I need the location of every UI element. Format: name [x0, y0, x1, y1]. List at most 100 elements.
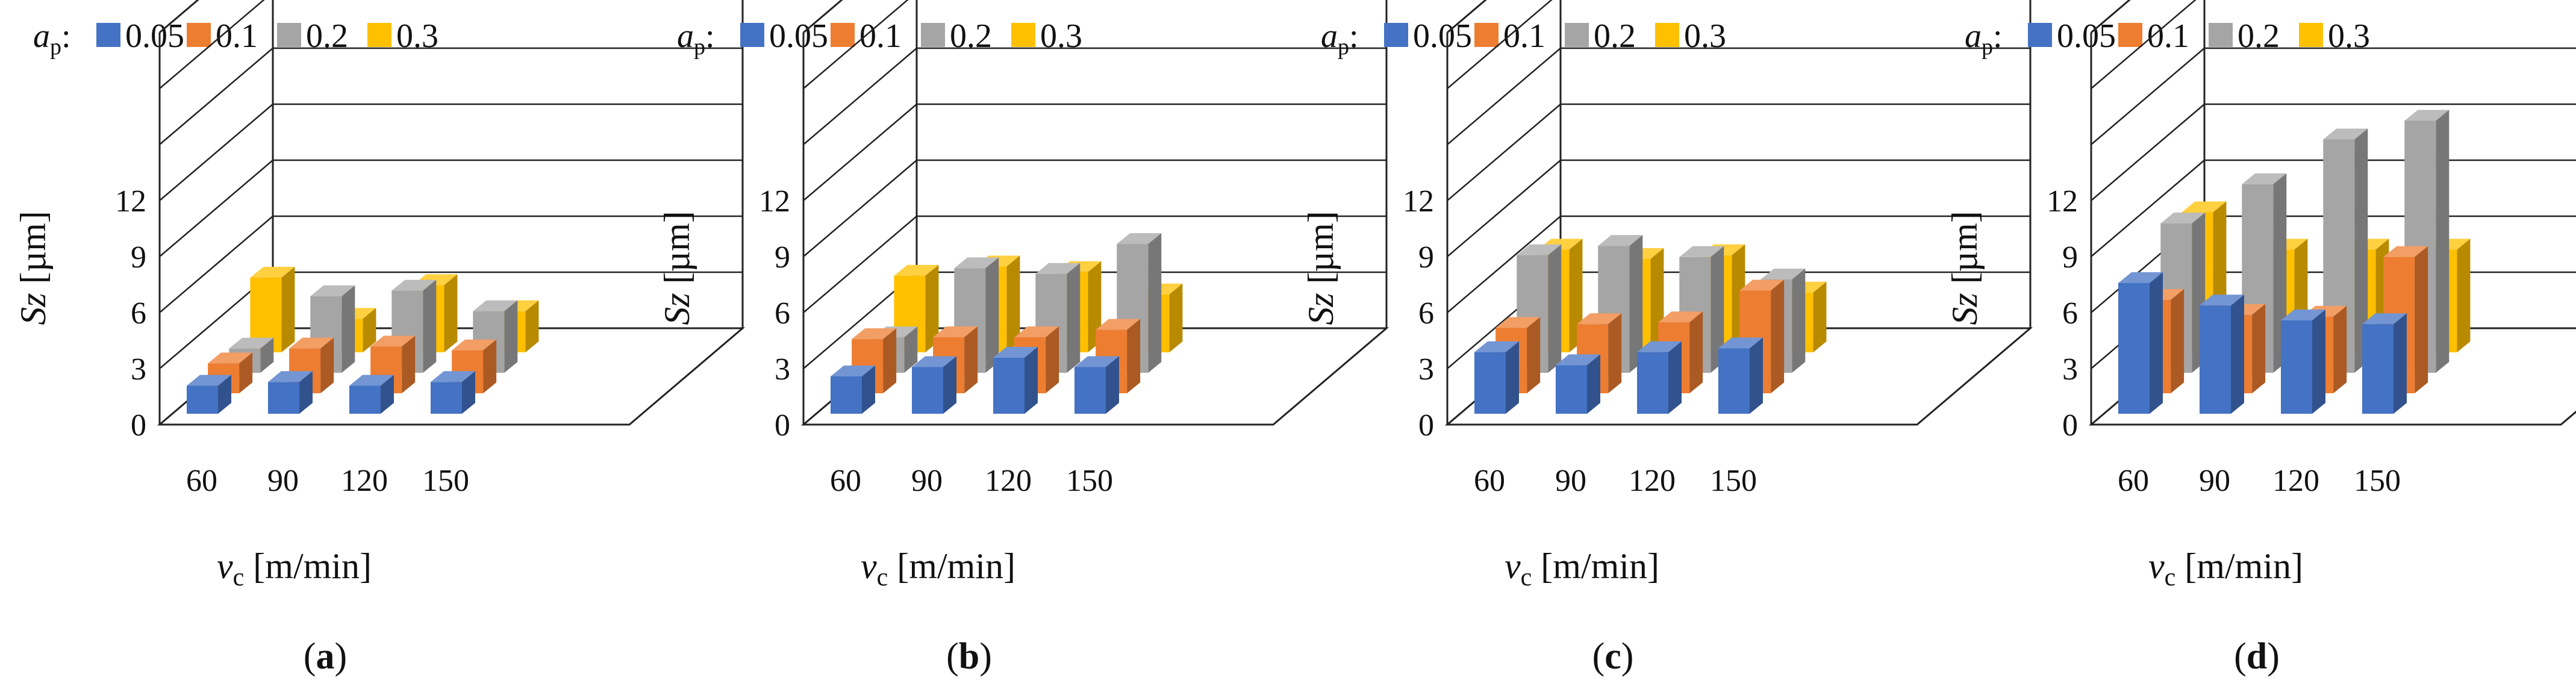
bar-top-face [250, 267, 295, 278]
bar-0.05-120 [1637, 341, 1682, 414]
y-axis-label: Sz [µm] [1945, 211, 1985, 325]
legend-swatch-0.05 [1384, 23, 1408, 47]
bar-side-face [381, 375, 394, 414]
bar-top-face [1096, 319, 1141, 330]
bar-side-face [904, 326, 918, 373]
legend-label-0.05: 0.05 [2057, 17, 2116, 55]
gridline-side [159, 160, 273, 257]
bar-top-face [1718, 337, 1763, 349]
gridline-side [803, 0, 843, 33]
y-axis-label: Sz [µm] [13, 211, 53, 325]
bar-side-face [1148, 233, 1162, 373]
bar-0.05-90 [1556, 354, 1600, 414]
bar-0.05-60 [2118, 272, 2163, 414]
bar-top-face [852, 328, 897, 340]
bar-side-face [320, 337, 334, 393]
gridline-side [2091, 48, 2205, 145]
bar-front-face [1474, 352, 1506, 414]
bar-top-face [2362, 313, 2407, 325]
y-axis-label: Sz [µm] [657, 211, 697, 325]
bar-side-face [423, 279, 437, 373]
bar-side-face [964, 326, 978, 393]
y-axis-label: Sz [µm] [1301, 211, 1341, 325]
y-tick-label: 3 [131, 352, 146, 387]
bar-side-face [985, 257, 999, 373]
bar-top-face [1014, 326, 1059, 337]
bar-top-face [370, 335, 416, 347]
y-tick-label: 6 [1418, 296, 1434, 331]
legend: ap: 0.05 0.1 0.2 0.3 [33, 17, 438, 60]
bar-front-face [1637, 352, 1668, 414]
x-axis-label: vc [m/min] [2148, 546, 2303, 591]
bar-0.05-90 [268, 371, 313, 414]
bars [2118, 110, 2471, 414]
y-tick-label: 0 [2062, 408, 2078, 443]
bar-front-face [268, 382, 299, 414]
bar-front-face [349, 385, 381, 414]
bar-side-face [1506, 341, 1519, 414]
legend-label-0.2: 0.2 [1594, 17, 1636, 55]
bar-top-face [993, 347, 1038, 358]
bar-top-face [208, 352, 253, 364]
bar-side-face [1106, 356, 1119, 414]
bar-front-face [2200, 305, 2231, 414]
gridline-side [1447, 0, 1553, 89]
bar-top-face [310, 285, 355, 296]
bar-0.05-90 [2200, 295, 2244, 414]
legend: ap: 0.05 0.1 0.2 0.3 [1965, 17, 2370, 60]
legend-label-0.3: 0.3 [1684, 17, 1726, 55]
bar-side-face [462, 371, 475, 414]
bar-side-face [883, 328, 897, 393]
gridline-side [803, 104, 917, 201]
bar-side-face [925, 264, 939, 352]
bar-0.05-150 [2362, 313, 2407, 414]
bar-top-face [2160, 213, 2206, 223]
bar-side-face [341, 285, 355, 373]
bar-side-face [1608, 313, 1622, 393]
bar-side-face [363, 308, 376, 352]
x-tick-label: 90 [267, 464, 299, 498]
bar-top-face [2200, 295, 2244, 306]
y-tick-label: 9 [2062, 240, 2078, 275]
bar-top-face [1598, 235, 1643, 246]
bar-top-face [349, 375, 394, 386]
gridline-side [1447, 0, 1487, 33]
x-tick-label: 150 [2354, 464, 2401, 498]
bar-top-face [831, 366, 875, 376]
bar-side-face [2252, 304, 2266, 393]
gridline-side [803, 160, 917, 257]
bar-0.05-120 [349, 375, 394, 414]
legend-swatch-0.3 [367, 23, 391, 47]
x-axis-label: vc [m/min] [1505, 546, 1659, 591]
bar-front-face [912, 367, 943, 414]
bar-side-face [2231, 295, 2244, 414]
x-tick-label: 90 [911, 464, 943, 498]
gridline-side [159, 48, 273, 145]
bar-top-face [1679, 246, 1724, 257]
x-tick-label: 120 [1629, 464, 1676, 498]
legend-swatch-0.1 [831, 23, 855, 47]
gridline-side [1447, 216, 1561, 313]
bar-side-face [1024, 347, 1038, 414]
gridline-side [2091, 104, 2205, 201]
bar-top-face [2383, 246, 2428, 257]
x-tick-label: 90 [2199, 464, 2230, 498]
gridline-side [803, 48, 917, 145]
bar-side-face [1067, 263, 1081, 373]
bar-0.05-60 [831, 366, 875, 414]
bar-side-face [1668, 341, 1682, 414]
bar-top-face [452, 339, 497, 351]
bar-0.05-120 [2281, 310, 2325, 414]
bar-top-face [1517, 244, 1562, 255]
x-axis-label: vc [m/min] [861, 546, 1015, 591]
bar-front-face [1718, 348, 1750, 414]
bar-side-face [218, 375, 231, 414]
x-tick-label: 150 [1710, 464, 1757, 498]
legend-label-0.2: 0.2 [950, 17, 992, 55]
legend-swatch-0.05 [2028, 23, 2052, 47]
bar-top-face [2281, 310, 2325, 320]
bar-top-face [1074, 356, 1119, 367]
bar-side-face [1629, 235, 1643, 373]
